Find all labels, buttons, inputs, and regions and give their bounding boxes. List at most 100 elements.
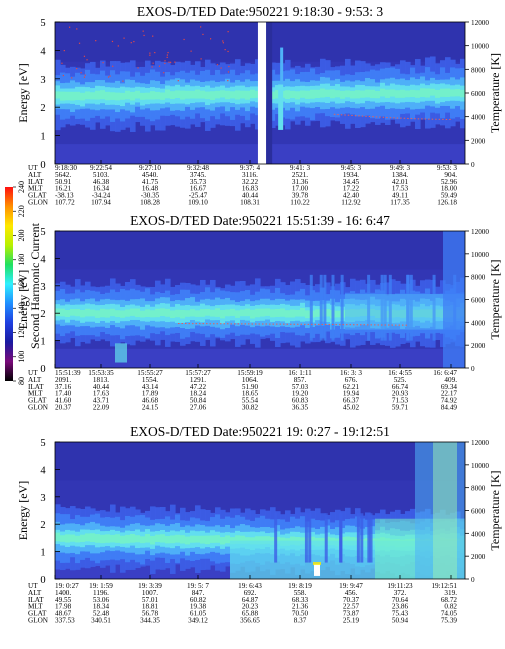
table-cell: 19:11:23	[387, 582, 413, 590]
table-cell: 40.44	[93, 383, 110, 391]
y-tick-label: 2	[40, 103, 45, 114]
spectrogram-band	[60, 308, 66, 317]
spectrogram-band	[370, 89, 376, 99]
table-cell: 66.37	[343, 397, 360, 405]
y2-tick-label: 12000	[471, 228, 489, 236]
table-cell: -34.24	[92, 192, 111, 200]
spectrogram-band	[300, 90, 306, 98]
spectrogram-band	[230, 308, 236, 316]
spectrogram-band	[75, 309, 81, 317]
spectrogram-band	[410, 89, 416, 98]
table-cell: 107.94	[91, 199, 111, 207]
red-speck	[84, 74, 86, 76]
spectrogram-band	[340, 90, 346, 99]
table-row-label: ALT	[28, 171, 42, 179]
spectrogram-band	[60, 91, 66, 101]
table-cell: 9:37: 4	[240, 164, 261, 172]
vertical-streak	[356, 513, 360, 563]
table-cell: 55.54	[242, 397, 259, 405]
data-gap-edge	[266, 22, 273, 164]
table-cell: 36.35	[292, 404, 309, 412]
spectrogram-band	[305, 310, 311, 319]
y2-tick-label: 12000	[471, 19, 489, 27]
red-speck	[190, 50, 192, 52]
vertical-streak	[319, 274, 323, 341]
spectrogram-band	[445, 88, 451, 97]
table-cell: 1813.	[93, 376, 109, 384]
spectrogram-band	[275, 536, 281, 544]
table-cell: 17.53	[392, 185, 409, 193]
table-row-label: UT	[28, 582, 38, 590]
spectrogram-band	[185, 90, 191, 99]
spectrogram-band	[100, 534, 106, 544]
table-cell: 19.38	[190, 603, 207, 611]
vertical-streak	[331, 274, 335, 341]
spectrogram-band	[295, 91, 301, 100]
table-cell: 41.60	[55, 397, 72, 405]
colorbar-tick-label: 80	[17, 377, 26, 385]
table-cell: 15:57:27	[185, 369, 211, 377]
red-speck	[107, 76, 110, 78]
table-cell: 42.40	[343, 192, 360, 200]
table-cell: 16: 1:11	[288, 369, 312, 377]
vertical-streak	[309, 274, 313, 341]
spectrogram	[55, 442, 465, 579]
y2-tick-label: 12000	[471, 439, 489, 447]
spectrogram-band	[110, 92, 116, 100]
spectrogram-band	[415, 90, 421, 98]
table-cell: 18.34	[93, 603, 110, 611]
table-cell: 30.82	[242, 404, 259, 412]
spectrogram-band	[210, 91, 216, 100]
table-cell: 20.23	[242, 603, 259, 611]
spectrogram-band	[135, 535, 141, 543]
table-cell: 19: 6:43	[238, 582, 262, 590]
table-cell: 43.71	[93, 397, 110, 405]
spectrogram-band	[255, 308, 261, 318]
vertical-streak	[308, 513, 312, 563]
red-speck	[69, 26, 71, 28]
table-cell: 40.44	[242, 192, 259, 200]
table-cell: 46.38	[93, 178, 110, 186]
panel-title: EXOS-D/TED Date:950221 15:51:39 - 16: 6:…	[130, 213, 390, 228]
spectrogram-band	[250, 309, 256, 319]
red-speck	[83, 76, 86, 78]
spectrogram-band	[175, 534, 181, 543]
table-cell: 847.	[192, 589, 205, 597]
spectrogram-band	[105, 309, 111, 318]
table-cell: 117.35	[390, 199, 410, 207]
red-speck	[83, 55, 86, 57]
table-row-label: ALT	[28, 589, 42, 597]
table-cell: 70.37	[343, 596, 360, 604]
spectrogram-band	[180, 309, 186, 319]
table-cell: 25.19	[343, 617, 360, 625]
red-speck	[158, 65, 161, 67]
spectrogram-band	[455, 89, 461, 97]
spectrogram-band	[440, 88, 446, 97]
spectrogram-band	[230, 91, 236, 99]
colorbar-tick-label: 140	[17, 302, 26, 314]
spectrogram-band	[240, 309, 246, 317]
y-axis-label: Energy [eV]	[16, 481, 30, 540]
spectrogram-band	[85, 308, 91, 317]
y2-tick-label: 6000	[471, 90, 486, 98]
table-cell: 9:53: 3	[437, 164, 458, 172]
table-cell: 18.81	[142, 603, 159, 611]
y2-tick-label: 0	[471, 576, 475, 584]
spectrogram-band	[55, 308, 61, 317]
table-row-label: GLON	[28, 617, 49, 625]
spectrogram-band	[65, 310, 71, 318]
y2-tick-label: 8000	[471, 274, 486, 282]
table-cell: 0.82	[444, 603, 457, 611]
spectrogram-band	[220, 90, 226, 98]
table-cell: 692.	[244, 589, 257, 597]
y2-tick-label: 6000	[471, 508, 486, 516]
table-cell: 59.49	[441, 192, 458, 200]
red-speck	[123, 37, 125, 39]
table-cell: 21.36	[292, 603, 309, 611]
spectrogram-band	[165, 308, 171, 317]
spectrogram-band	[290, 309, 296, 318]
spectrogram-band	[90, 533, 96, 543]
table-cell: 48.67	[55, 610, 72, 618]
y2-tick-label: 0	[471, 365, 475, 373]
